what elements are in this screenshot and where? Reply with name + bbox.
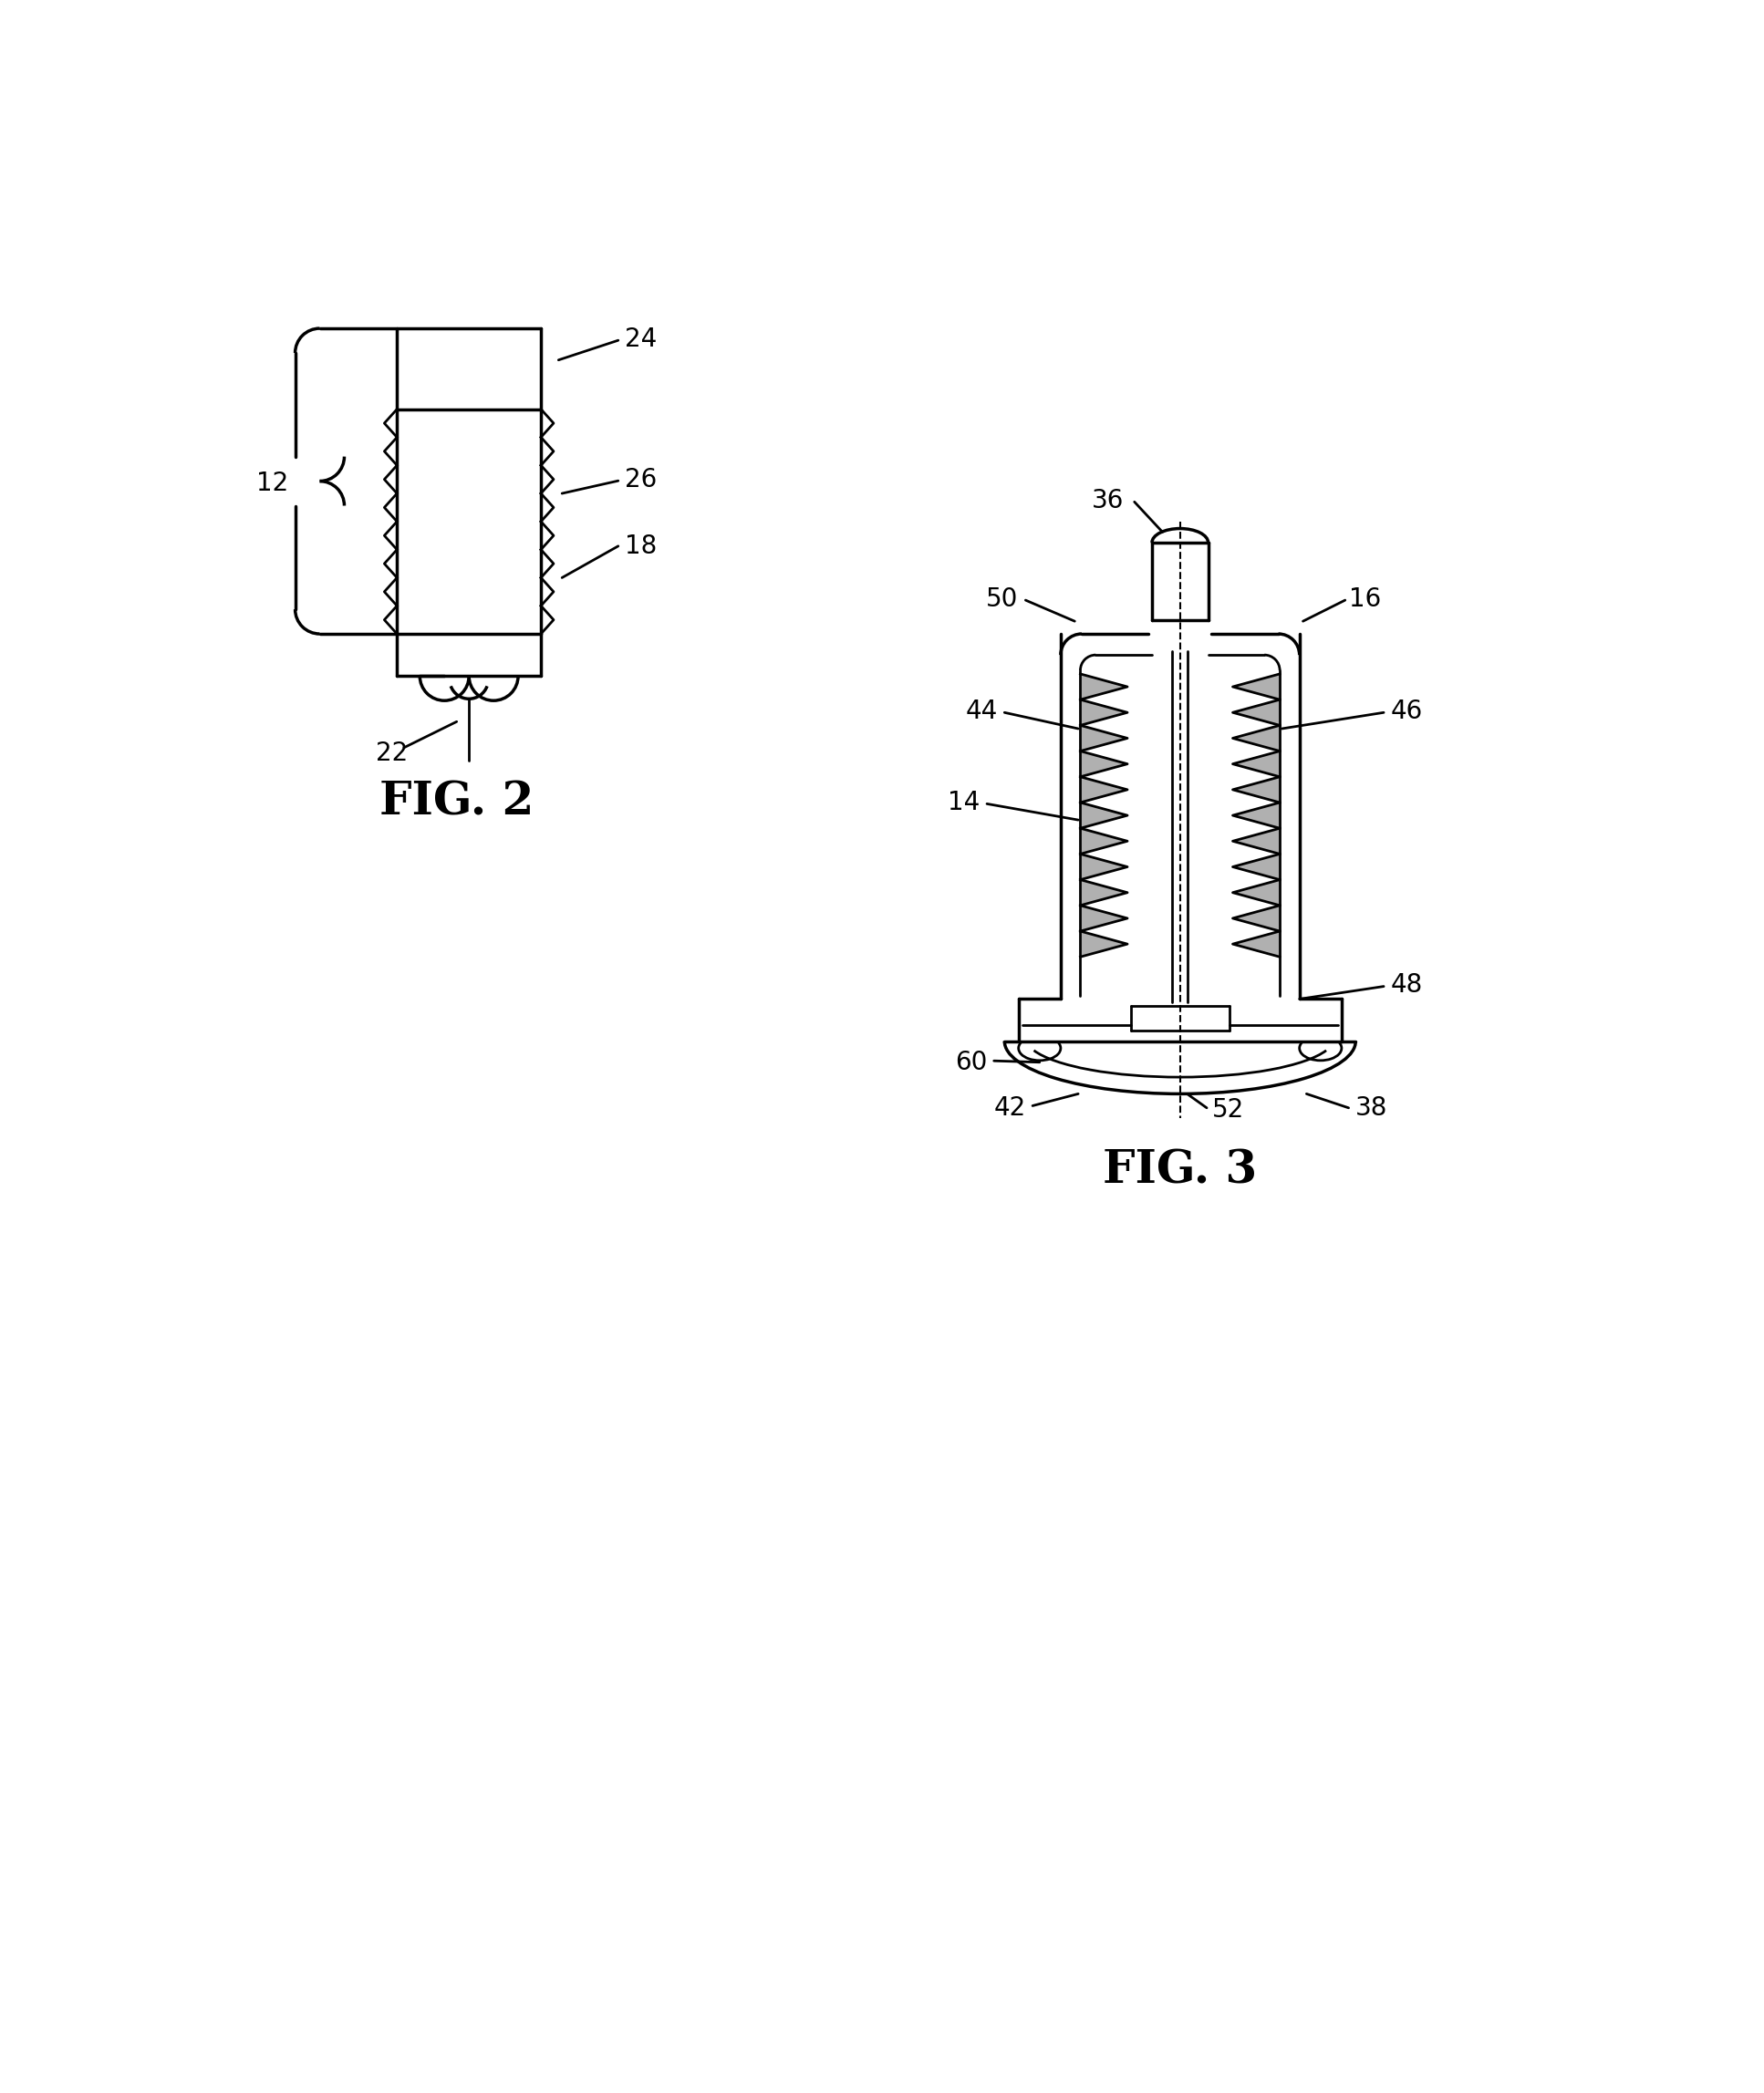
- Text: 38: 38: [1357, 1095, 1388, 1120]
- Text: 16: 16: [1349, 586, 1381, 611]
- Text: 42: 42: [993, 1095, 1025, 1120]
- Text: 12: 12: [256, 471, 289, 496]
- Polygon shape: [1233, 931, 1281, 957]
- Text: 22: 22: [376, 741, 407, 766]
- Polygon shape: [1080, 879, 1127, 906]
- Text: 36: 36: [1092, 488, 1124, 513]
- Polygon shape: [1233, 906, 1281, 931]
- Text: 18: 18: [624, 534, 658, 559]
- Text: FIG. 2: FIG. 2: [379, 781, 534, 825]
- Polygon shape: [1080, 829, 1127, 854]
- Polygon shape: [1080, 674, 1127, 699]
- Polygon shape: [1080, 802, 1127, 829]
- Text: FIG. 3: FIG. 3: [1102, 1149, 1258, 1193]
- Text: 52: 52: [1212, 1097, 1244, 1122]
- Polygon shape: [1233, 726, 1281, 751]
- Polygon shape: [1080, 726, 1127, 751]
- Polygon shape: [1233, 879, 1281, 906]
- Polygon shape: [1080, 777, 1127, 802]
- Text: 48: 48: [1390, 973, 1424, 998]
- Polygon shape: [1233, 777, 1281, 802]
- Polygon shape: [1080, 699, 1127, 726]
- Text: 60: 60: [954, 1049, 986, 1076]
- Polygon shape: [1233, 802, 1281, 829]
- Text: 46: 46: [1390, 699, 1424, 724]
- Polygon shape: [1233, 854, 1281, 879]
- Polygon shape: [1233, 699, 1281, 726]
- Polygon shape: [1080, 854, 1127, 879]
- Text: 50: 50: [986, 586, 1018, 611]
- Text: 44: 44: [965, 699, 997, 724]
- Text: 26: 26: [624, 467, 658, 492]
- Polygon shape: [1233, 674, 1281, 699]
- Polygon shape: [1080, 751, 1127, 777]
- Text: 14: 14: [947, 789, 979, 814]
- Polygon shape: [1080, 931, 1127, 957]
- Polygon shape: [1233, 829, 1281, 854]
- Polygon shape: [1080, 906, 1127, 931]
- Text: 24: 24: [624, 327, 658, 352]
- Polygon shape: [1233, 751, 1281, 777]
